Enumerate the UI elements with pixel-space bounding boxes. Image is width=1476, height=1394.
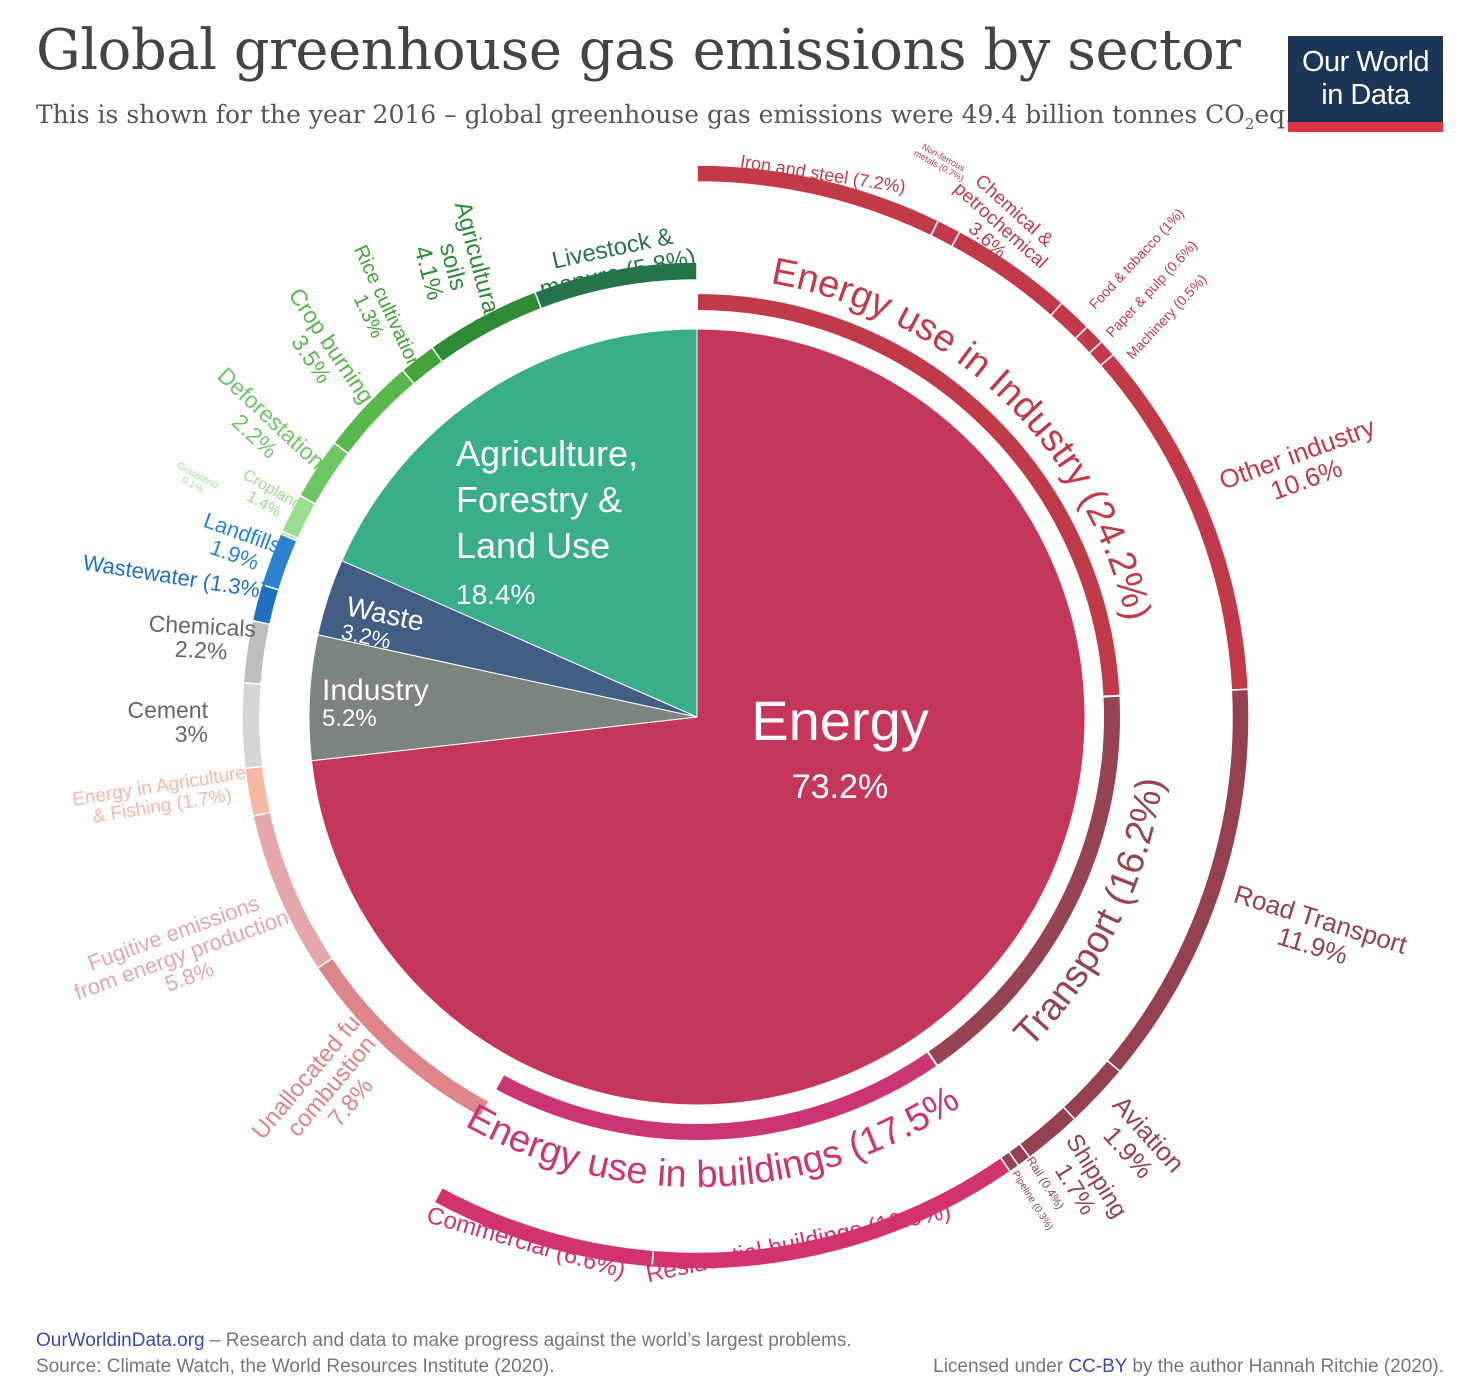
pie-label-industry: Industry 5.2%: [322, 674, 429, 732]
subsector-label-energy-in-agriculture-fishing: Energy in Agriculture& Fishing (1.7%): [71, 762, 251, 830]
pie-label-agriculture-forestry-land-use-line: Agriculture,: [456, 433, 638, 474]
subtitle-end: eq.: [1254, 100, 1294, 129]
pie-label-energy-line: Energy: [751, 689, 928, 752]
pie-label-industry-line: Industry: [322, 674, 429, 707]
ring-segment-commercial: [433, 1186, 655, 1268]
chart-subtitle: This is shown for the year 2016 – global…: [36, 100, 1293, 133]
pie-slice-agriculture-forestry-land-use: [341, 328, 698, 718]
footer-tagline-text: – Research and data to make progress aga…: [204, 1330, 852, 1351]
license-post: by the author Hannah Ritchie (2020).: [1127, 1356, 1444, 1377]
footer-tagline: OurWorldinData.org – Research and data t…: [36, 1330, 852, 1352]
logo-accent-bar: [1288, 122, 1443, 132]
pie-label-energy: Energy 73.2%: [751, 689, 928, 806]
ring-segment-cement: [241, 681, 264, 770]
owid-site-link[interactable]: OurWorldinData.org: [36, 1330, 205, 1351]
logo-line-1: Our World: [1301, 46, 1430, 78]
footer-license: Licensed under CC-BY by the author Hanna…: [933, 1356, 1444, 1378]
pie-label-agriculture-forestry-land-use-line: 18.4%: [456, 579, 535, 610]
owid-logo[interactable]: Our World in Data: [1288, 36, 1443, 132]
pie-label-agriculture-forestry-land-use-line: Forestry &: [456, 479, 622, 520]
subsector-label-cement-line: 3%: [175, 721, 208, 747]
pie-label-energy-line: 73.2%: [792, 768, 888, 806]
ring-segment-livestock-manure: [533, 261, 698, 310]
ring-segment-fugitive-emissions-from-energy-production: [252, 811, 334, 970]
ring-segment-energy-in-agriculture-fishing: [244, 765, 272, 818]
subsector-label-non-ferrous-metals: Non-ferrousmetals (0.7%): [912, 140, 970, 184]
subsector-label-deforestation: Deforestation2.2%: [196, 362, 330, 492]
pie-slice-energy: [310, 328, 1086, 1106]
subsector-label-fugitive-emissions-from-energy-production: Fugitive emissionsfrom energy production…: [63, 883, 300, 1027]
subsector-label-residential-buildings-line: Residential buildings (10.9%): [644, 1197, 954, 1288]
subsector-label-grassland: Grassland0.1%: [170, 460, 220, 500]
subsector-label-chemicals-line: 2.2%: [174, 636, 228, 665]
middle-ring-energy-use-in-buildings: [493, 1049, 939, 1142]
pie-label-agriculture-forestry-land-use-line: Land Use: [456, 525, 610, 566]
subsector-label-road-transport: Road Transport11.9%: [1223, 879, 1412, 986]
subsector-label-livestock-manure: Livestock &manure (5.8%): [532, 219, 698, 303]
subtitle-text: This is shown for the year 2016 – global…: [36, 100, 1245, 129]
subsector-label-residential-buildings: Residential buildings (10.9%): [644, 1197, 954, 1288]
cc-by-link[interactable]: CC-BY: [1068, 1356, 1128, 1377]
subsector-label-cement: Cement 3%: [127, 697, 208, 747]
subsector-label-other-industry: Other industry10.6%: [1215, 412, 1388, 522]
subtitle-subscript: 2: [1244, 115, 1255, 133]
subsector-label-agricultural-soils: Agriculturalsoils4.1%: [400, 199, 506, 335]
logo-line-2: in Data: [1321, 79, 1410, 111]
subsector-label-chemicals-line: Chemicals: [148, 610, 257, 642]
chart-title: Global greenhouse gas emissions by secto…: [36, 18, 1241, 83]
subsector-label-cement-line: Cement: [127, 697, 208, 723]
pie-label-agriculture-forestry-land-use: Agriculture, Forestry & Land Use 18.4%: [456, 433, 638, 610]
pie-label-industry-line: 5.2%: [322, 705, 377, 732]
footer-source: Source: Climate Watch, the World Resourc…: [36, 1356, 555, 1377]
license-pre: Licensed under: [933, 1356, 1069, 1377]
subsector-label-chemicals: Chemicals2.2%: [147, 610, 257, 666]
subsector-label-unallocated-fuel-combustion: Unallocated fuelcombustion7.8%: [247, 996, 417, 1178]
